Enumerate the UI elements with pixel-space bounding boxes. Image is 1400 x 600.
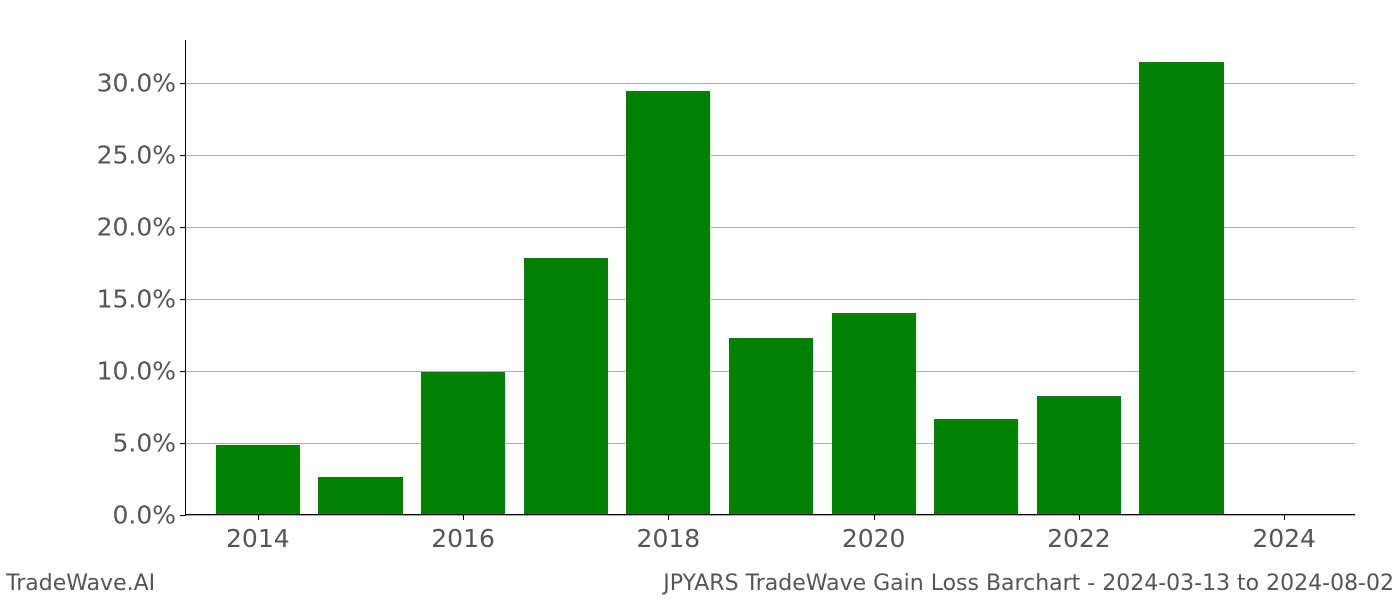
x-tick-label: 2020: [842, 514, 906, 553]
bar: [729, 338, 813, 514]
chart-container: 0.0% 5.0% 10.0% 15.0% 20.0% 25.0% 30.0% 2014 201…: [0, 0, 1400, 600]
y-tick-label: 15.0%: [97, 285, 186, 314]
bar: [1139, 62, 1223, 514]
footer-left-text: TradeWave.AI: [6, 571, 155, 596]
x-tick-label: 2016: [431, 514, 495, 553]
y-tick-label: 5.0%: [112, 429, 186, 458]
y-tick-label: 20.0%: [97, 213, 186, 242]
y-grid-line: [186, 515, 1355, 516]
bar: [1037, 396, 1121, 514]
bar: [626, 91, 710, 514]
x-tick-label: 2022: [1047, 514, 1111, 553]
y-tick-label: 25.0%: [97, 141, 186, 170]
y-tick-label: 10.0%: [97, 357, 186, 386]
plot-area: 0.0%5.0%10.0%15.0%20.0%25.0%30.0%2014201…: [185, 40, 1355, 515]
bar: [318, 477, 402, 514]
footer-right-text: JPYARS TradeWave Gain Loss Barchart - 20…: [663, 571, 1394, 596]
y-tick-label: 0.0%: [112, 501, 186, 530]
x-tick-label: 2014: [226, 514, 290, 553]
bar: [832, 313, 916, 515]
x-tick-label: 2024: [1252, 514, 1316, 553]
bar: [216, 445, 300, 514]
y-tick-label: 30.0%: [97, 69, 186, 98]
x-tick-label: 2018: [637, 514, 701, 553]
bar: [934, 419, 1018, 514]
bar: [421, 372, 505, 515]
bar: [524, 258, 608, 514]
